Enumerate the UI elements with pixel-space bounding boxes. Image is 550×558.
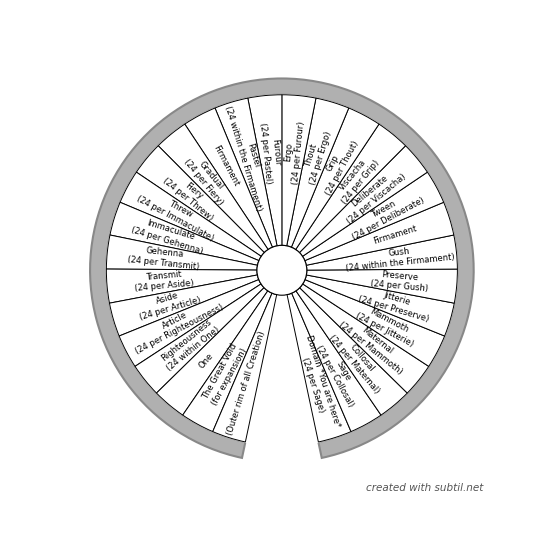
Text: Righteousness
(24 within One): Righteousness (24 within One)	[158, 316, 221, 372]
Wedge shape	[302, 172, 444, 261]
Text: Gush
(24 within the Firmament): Gush (24 within the Firmament)	[344, 243, 455, 273]
Wedge shape	[287, 293, 351, 442]
Wedge shape	[296, 288, 407, 415]
Text: Viscacha
(24 per Grip): Viscacha (24 per Grip)	[332, 152, 381, 206]
Wedge shape	[300, 284, 429, 393]
Text: Deliberate
(24 per Viscacha): Deliberate (24 per Viscacha)	[338, 164, 408, 226]
Wedge shape	[302, 280, 444, 367]
Circle shape	[106, 95, 458, 446]
Text: (Outer rim of all Creation): (Outer rim of all Creation)	[226, 330, 267, 436]
Wedge shape	[287, 98, 349, 247]
Text: Aside
(24 per Article): Aside (24 per Article)	[135, 285, 202, 322]
Wedge shape	[158, 124, 268, 253]
Wedge shape	[110, 202, 259, 265]
Text: Jitterie
(24 per Preserve): Jitterie (24 per Preserve)	[358, 284, 433, 323]
Text: Tween
(24 per Deliberate): Tween (24 per Deliberate)	[346, 186, 426, 242]
Text: Sage
(24 per Collosal): Sage (24 per Collosal)	[314, 339, 364, 409]
Wedge shape	[292, 291, 381, 431]
Text: The Great Void
(for expansion): The Great Void (for expansion)	[201, 341, 249, 407]
Text: Firmament: Firmament	[372, 224, 418, 246]
Text: Thout
(24 per Ergo): Thout (24 per Ergo)	[299, 128, 333, 186]
Text: Article
(24 per Righteousness): Article (24 per Righteousness)	[129, 294, 225, 357]
Wedge shape	[296, 124, 405, 253]
Text: One: One	[197, 352, 215, 371]
Text: Grip
(24 per Thout): Grip (24 per Thout)	[315, 134, 360, 197]
Text: Firmament: Firmament	[212, 144, 241, 188]
Wedge shape	[119, 280, 261, 367]
Wedge shape	[106, 235, 257, 270]
Wedge shape	[306, 269, 458, 303]
Text: Furour
(24 per Pastel): Furour (24 per Pastel)	[258, 121, 283, 184]
Wedge shape	[109, 275, 258, 336]
Wedge shape	[292, 108, 379, 249]
Circle shape	[257, 246, 307, 295]
Text: Immaculate
(24 per Gehenna): Immaculate (24 per Gehenna)	[130, 215, 207, 256]
Text: Threw
(24 per Immaculate): Threw (24 per Immaculate)	[135, 185, 221, 243]
Wedge shape	[90, 79, 474, 458]
Text: Gradual
(24 per Fiery): Gradual (24 per Fiery)	[182, 151, 233, 206]
Wedge shape	[213, 293, 277, 442]
Text: Ergo
(24 per Furour): Ergo (24 per Furour)	[280, 120, 306, 185]
Wedge shape	[215, 98, 277, 247]
Wedge shape	[183, 291, 272, 431]
Wedge shape	[106, 269, 257, 303]
Wedge shape	[136, 146, 265, 256]
Wedge shape	[282, 95, 316, 246]
Text: Maternal
(24 per Mammoth): Maternal (24 per Mammoth)	[337, 312, 411, 377]
Wedge shape	[157, 288, 268, 415]
Wedge shape	[248, 95, 282, 246]
Text: Domain *You are here*
(24 per Sage): Domain *You are here* (24 per Sage)	[294, 334, 342, 432]
Wedge shape	[305, 275, 454, 336]
Text: Transmit
(24 per Aside): Transmit (24 per Aside)	[134, 268, 195, 294]
Text: Gehenna
(24 per Transmit): Gehenna (24 per Transmit)	[127, 244, 201, 271]
Text: Pastel
(24 within the Firmament): Pastel (24 within the Firmament)	[223, 102, 273, 212]
Text: Mammoth
(24 per Jitterie): Mammoth (24 per Jitterie)	[354, 302, 420, 349]
Wedge shape	[299, 146, 427, 256]
Text: Preserve
(24 per Gush): Preserve (24 per Gush)	[370, 269, 430, 294]
Text: Fiery
(24 per Threw): Fiery (24 per Threw)	[161, 167, 221, 222]
Wedge shape	[120, 172, 261, 261]
Wedge shape	[306, 235, 458, 270]
Wedge shape	[135, 284, 264, 393]
Wedge shape	[185, 108, 272, 249]
Text: Collosal
(24 per Maternal): Collosal (24 per Maternal)	[327, 326, 389, 395]
Wedge shape	[305, 202, 454, 265]
Text: created with subtil.net: created with subtil.net	[366, 483, 483, 493]
